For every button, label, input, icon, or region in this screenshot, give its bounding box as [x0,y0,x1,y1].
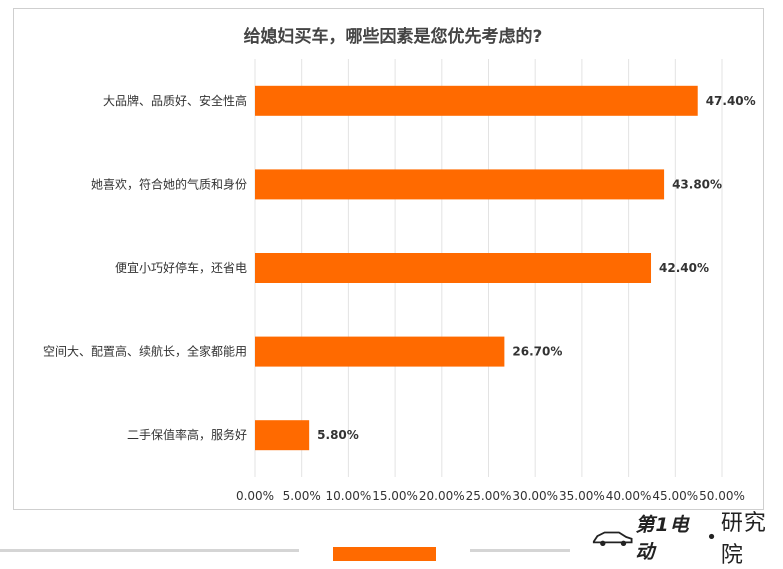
brand-subtitle: 研究院 [720,511,767,568]
bar [255,85,698,116]
x-tick-label: 50.00% [699,489,745,503]
x-tick-label: 30.00% [512,489,558,503]
footer-divider [0,549,299,552]
bar-chart: 给媳妇买车，哪些因素是您优先考虑的? 大品牌、品质好、安全性高 47.40% 她喜欢… [43,26,756,503]
bar [255,420,310,451]
x-tick-label: 40.00% [606,489,652,503]
chart-frame: 给媳妇买车，哪些因素是您优先考虑的? 大品牌、品质好、安全性高 47.40% 她喜欢… [13,8,764,510]
x-tick-label: 25.00% [466,489,512,503]
category-label: 空间大、配置高、续航长，全家都能用 [43,344,247,359]
bar [255,169,665,200]
footer-accent-bar [333,547,436,561]
x-tick-label: 20.00% [419,489,465,503]
category-label: 便宜小巧好停车，还省电 [115,260,247,275]
bar [255,336,505,367]
footer-divider-right [470,549,570,552]
x-tick-label: 0.00% [236,489,274,503]
value-label: 42.40% [659,261,709,275]
brand-name: 第1电动 [635,514,690,563]
x-tick-label: 15.00% [372,489,418,503]
category-label: 她喜欢，符合她的气质和身份 [91,176,247,191]
value-label: 47.40% [706,94,756,108]
brand-logo: 第1电动 • 研究院 [592,511,783,568]
value-label: 26.70% [512,345,562,359]
x-tick-label: 35.00% [559,489,605,503]
chart-title: 给媳妇买车，哪些因素是您优先考虑的? [244,26,543,47]
car-logo-icon [592,531,633,547]
value-label: 43.80% [672,177,722,191]
category-label: 大品牌、品质好、安全性高 [103,93,247,108]
x-tick-label: 45.00% [652,489,698,503]
brand-separator: • [706,526,717,548]
value-label: 5.80% [317,428,359,442]
category-label: 二手保值率高，服务好 [127,427,247,442]
bar [255,253,652,283]
x-tick-label: 10.00% [326,489,372,503]
x-tick-label: 5.00% [283,489,321,503]
